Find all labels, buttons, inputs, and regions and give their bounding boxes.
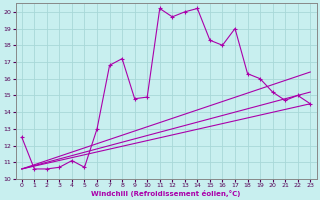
X-axis label: Windchill (Refroidissement éolien,°C): Windchill (Refroidissement éolien,°C) bbox=[91, 190, 241, 197]
